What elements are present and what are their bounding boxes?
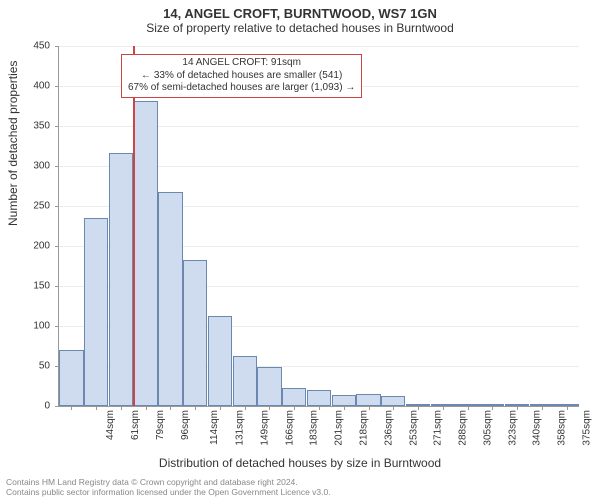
xtick-mark xyxy=(517,406,518,410)
xtick-label: 218sqm xyxy=(359,410,370,446)
xtick-label: 305sqm xyxy=(482,410,493,446)
chart-subtitle: Size of property relative to detached ho… xyxy=(0,21,600,39)
plot-area: 44sqm61sqm79sqm96sqm114sqm131sqm149sqm16… xyxy=(58,46,579,407)
xtick-mark xyxy=(121,406,122,410)
ytick-mark xyxy=(55,406,59,407)
xtick-mark xyxy=(567,406,568,410)
ytick-label: 350 xyxy=(20,121,50,132)
xtick-label: 253sqm xyxy=(408,410,419,446)
ytick-label: 300 xyxy=(20,161,50,172)
xtick-label: 44sqm xyxy=(105,410,116,440)
xtick-label: 149sqm xyxy=(260,410,271,446)
xtick-label: 114sqm xyxy=(209,410,220,445)
xtick-mark xyxy=(96,406,97,410)
xtick-mark xyxy=(220,406,221,410)
xtick-mark xyxy=(319,406,320,410)
xtick-label: 96sqm xyxy=(180,410,191,440)
ytick-mark xyxy=(55,206,59,207)
histogram-bar xyxy=(332,395,356,406)
xtick-label: 61sqm xyxy=(130,410,141,440)
histogram-bar xyxy=(381,396,405,406)
xtick-label: 131sqm xyxy=(235,410,246,446)
histogram-bar xyxy=(109,153,133,406)
footer-attribution: Contains HM Land Registry data © Crown c… xyxy=(6,478,331,498)
histogram-bar xyxy=(307,390,331,406)
xtick-mark xyxy=(542,406,543,410)
plot-region: 44sqm61sqm79sqm96sqm114sqm131sqm149sqm16… xyxy=(58,46,578,406)
ytick-label: 150 xyxy=(20,281,50,292)
histogram-bar xyxy=(59,350,83,406)
xtick-label: 358sqm xyxy=(557,410,568,446)
histogram-bar xyxy=(183,260,207,406)
xtick-mark xyxy=(146,406,147,410)
ytick-mark xyxy=(55,326,59,327)
xtick-label: 288sqm xyxy=(458,410,469,446)
x-axis-label: Distribution of detached houses by size … xyxy=(0,456,600,470)
xtick-mark xyxy=(170,406,171,410)
xtick-label: 166sqm xyxy=(284,410,295,446)
footer-line-2: Contains public sector information licen… xyxy=(6,488,331,498)
histogram-bar xyxy=(84,218,108,406)
ytick-label: 450 xyxy=(20,41,50,52)
annotation-line-3: 67% of semi-detached houses are larger (… xyxy=(128,82,355,95)
xtick-mark xyxy=(492,406,493,410)
histogram-bar xyxy=(233,356,257,406)
xtick-mark xyxy=(418,406,419,410)
xtick-label: 236sqm xyxy=(383,410,394,446)
ytick-mark xyxy=(55,166,59,167)
annotation-box: 14 ANGEL CROFT: 91sqm← 33% of detached h… xyxy=(121,54,362,98)
xtick-mark xyxy=(71,406,72,410)
xtick-mark xyxy=(443,406,444,410)
xtick-mark xyxy=(393,406,394,410)
ytick-label: 0 xyxy=(20,401,50,412)
y-axis-label: Number of detached properties xyxy=(6,61,20,226)
histogram-bar xyxy=(134,101,158,406)
xtick-label: 323sqm xyxy=(507,410,518,446)
histogram-bar xyxy=(257,367,281,406)
xtick-label: 375sqm xyxy=(581,410,592,446)
histogram-bar xyxy=(208,316,232,406)
ytick-mark xyxy=(55,46,59,47)
xtick-mark xyxy=(468,406,469,410)
xtick-mark xyxy=(195,406,196,410)
reference-line xyxy=(133,46,135,406)
xtick-mark xyxy=(294,406,295,410)
histogram-bar xyxy=(282,388,306,406)
ytick-mark xyxy=(55,126,59,127)
ytick-mark xyxy=(55,246,59,247)
xtick-mark xyxy=(369,406,370,410)
histogram-bar xyxy=(356,394,380,406)
ytick-label: 200 xyxy=(20,241,50,252)
xtick-mark xyxy=(344,406,345,410)
ytick-label: 50 xyxy=(20,361,50,372)
ytick-mark xyxy=(55,286,59,287)
xtick-label: 183sqm xyxy=(309,410,320,446)
xtick-mark xyxy=(269,406,270,410)
xtick-label: 201sqm xyxy=(334,410,345,446)
ytick-label: 250 xyxy=(20,201,50,212)
ytick-mark xyxy=(55,86,59,87)
xtick-label: 79sqm xyxy=(155,410,166,440)
ytick-label: 400 xyxy=(20,81,50,92)
xtick-mark xyxy=(245,406,246,410)
ytick-label: 100 xyxy=(20,321,50,332)
xtick-label: 271sqm xyxy=(433,410,444,446)
chart-title: 14, ANGEL CROFT, BURNTWOOD, WS7 1GN xyxy=(0,0,600,21)
annotation-line-1: 14 ANGEL CROFT: 91sqm xyxy=(128,57,355,70)
gridline xyxy=(59,46,579,47)
histogram-bar xyxy=(158,192,182,406)
xtick-label: 340sqm xyxy=(532,410,543,446)
annotation-line-2: ← 33% of detached houses are smaller (54… xyxy=(128,70,355,83)
